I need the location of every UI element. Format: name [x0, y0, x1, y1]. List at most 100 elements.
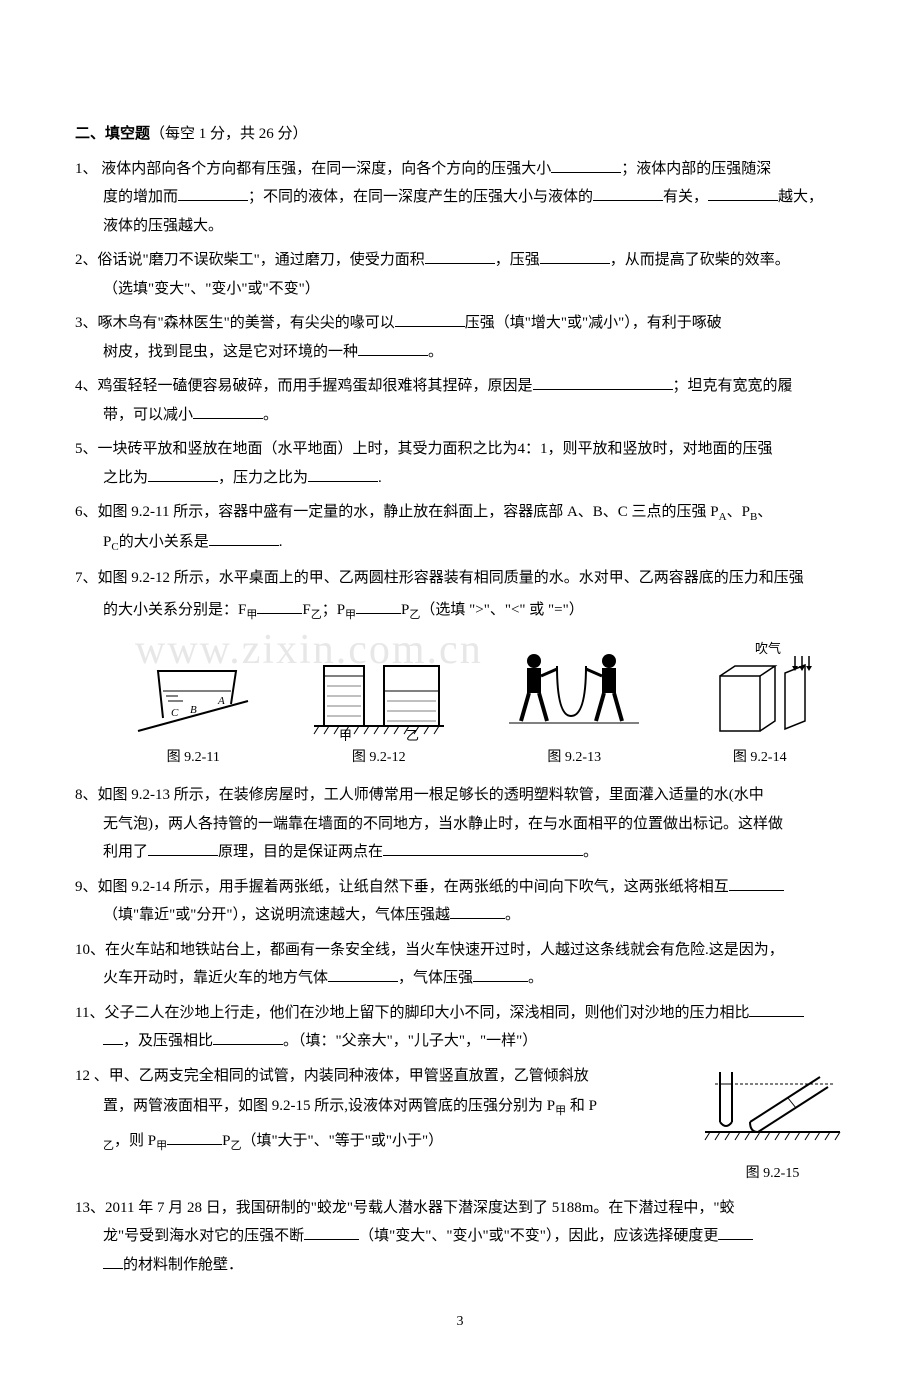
workers-tube-icon: [499, 641, 649, 741]
q4-num: 4、: [75, 378, 98, 394]
section-points: （每空 1 分，共 26 分）: [150, 126, 308, 142]
q1-t6: 越大，: [778, 189, 823, 205]
q3-t4: 。: [428, 344, 443, 360]
q6-t5: 的大小关系是: [119, 534, 209, 550]
q1-line3: 液体的压强越大。: [75, 212, 845, 241]
blow-paper-icon: 吹气: [700, 641, 820, 741]
question-2: 2、俗话说"磨刀不误砍柴工"，通过磨刀，使受力面积，压强，从而提高了砍柴的效率。…: [75, 246, 845, 303]
q4-t3: 带，可以减小: [103, 407, 193, 423]
blank: [729, 877, 784, 891]
fig-caption-14: 图 9.2-14: [733, 745, 787, 772]
question-8: 8、如图 9.2-13 所示，在装修房屋时，工人师傅常用一根足够长的透明塑料软管…: [75, 781, 845, 867]
q13-t1: 2011 年 7 月 28 日，我国研制的"蛟龙"号载人潜水器下潜深度达到了 5…: [105, 1200, 734, 1216]
q6-subA: A: [719, 511, 727, 523]
q8-line3: 利用了原理，目的是保证两点在。: [75, 838, 845, 867]
q5-num: 5、: [75, 441, 98, 457]
q12-sub4: 乙: [230, 1140, 241, 1152]
blow-label: 吹气: [755, 641, 781, 656]
fig-caption-11: 图 9.2-11: [167, 745, 220, 772]
blank: [213, 1031, 283, 1045]
blank: [257, 600, 302, 614]
blank: [103, 1031, 123, 1045]
blank: [749, 1003, 804, 1017]
q6-t1: 如图 9.2-11 所示，容器中盛有一定量的水，静止放在斜面上，容器底部 A、B…: [98, 504, 719, 520]
q4-line2: 带，可以减小。: [75, 401, 845, 430]
page-content: 二、填空题（每空 1 分，共 26 分） 1、 液体内部向各个方向都有压强，在同…: [75, 120, 845, 1336]
q1-num: 1、: [75, 161, 98, 177]
section-header: 二、填空题（每空 1 分，共 26 分）: [75, 120, 845, 149]
q7-sub3: 甲: [345, 609, 356, 621]
question-9: 9、如图 9.2-14 所示，用手握着两张纸，让纸自然下垂，在两张纸的中间向下吹…: [75, 873, 845, 930]
q4-t1: 鸡蛋轻轻一磕便容易破碎，而用手握鸡蛋却很难将其捏碎，原因是: [98, 378, 533, 394]
page-number: 3: [75, 1309, 845, 1336]
test-tubes-icon: [700, 1062, 845, 1147]
q8-t2: 无气泡)，两人各持管的一端靠在墙面的不同地方，当水静止时，在与水面相平的位置做出…: [103, 816, 783, 832]
blank: [718, 1226, 753, 1240]
figure-9-2-13: 图 9.2-13: [499, 641, 649, 772]
blank: [103, 1255, 123, 1269]
container-slope-icon: C B A: [128, 646, 258, 741]
q2-t4: （选填"变大"、"变小"或"不变"）: [103, 281, 320, 297]
blank: [708, 187, 778, 201]
q12-t6: （填"大于"、"等于"或"小于"）: [241, 1133, 443, 1149]
q13-t3: （填"变大"、"变小"或"不变"），因此，应该选择硬度更: [359, 1228, 718, 1244]
section-title: 二、填空题: [75, 126, 150, 142]
question-4: 4、鸡蛋轻轻一磕便容易破碎，而用手握鸡蛋却很难将其捏碎，原因是；坦克有宽宽的履 …: [75, 372, 845, 429]
q3-t1: 啄木鸟有"森林医生"的美誉，有尖尖的喙可以: [98, 315, 395, 331]
figure-9-2-15: 图 9.2-15: [700, 1062, 845, 1188]
q7-t2: 的大小关系分别是：F: [103, 602, 246, 618]
q12-t1: 甲、乙两支完全相同的试管，内装同种液体，甲管竖直放置，乙管倾斜放: [109, 1068, 589, 1084]
q12-sub3: 甲: [156, 1140, 167, 1152]
q11-t3: 。（填："父亲大"，"儿子大"，"一样"）: [283, 1033, 537, 1049]
q10-t4: 。: [528, 970, 543, 986]
q1-t2: ；液体内部的压强随深: [621, 161, 771, 177]
blank: [167, 1131, 222, 1145]
blank: [209, 532, 279, 546]
q3-line2: 树皮，找到昆虫，这是它对环境的一种。: [75, 338, 845, 367]
figure-9-2-11: C B A 图 9.2-11: [128, 646, 258, 772]
fig-caption-12: 图 9.2-12: [352, 745, 406, 772]
q9-t3: 。: [505, 907, 520, 923]
q10-t2: 火车开动时，靠近火车的地方气体: [103, 970, 328, 986]
q6-t2: 、P: [727, 504, 750, 520]
svg-text:乙: 乙: [406, 728, 419, 741]
q5-t4: .: [378, 470, 382, 486]
q8-line2: 无气泡)，两人各持管的一端靠在墙面的不同地方，当水静止时，在与水面相平的位置做出…: [75, 810, 845, 839]
q4-t2: ；坦克有宽宽的履: [673, 378, 793, 394]
blank: [304, 1226, 359, 1240]
blank: [473, 968, 528, 982]
blank: [148, 468, 218, 482]
q1-t5: 有关，: [663, 189, 708, 205]
q2-t3: ，从而提高了砍柴的效率。: [610, 252, 790, 268]
q3-t2: 压强（填"增大"或"减小"），有利于啄破: [465, 315, 722, 331]
q6-num: 6、: [75, 504, 98, 520]
q7-sub4: 乙: [409, 609, 420, 621]
question-5: 5、一块砖平放和竖放在地面（水平地面）上时，其受力面积之比为4：1，则平放和竖放…: [75, 435, 845, 492]
svg-text:C: C: [171, 707, 179, 719]
question-10: 10、在火车站和地铁站台上，都画有一条安全线，当火车快速开过时，人越过这条线就会…: [75, 936, 845, 993]
q1-t3: 度的增加而: [103, 189, 178, 205]
q3-num: 3、: [75, 315, 98, 331]
q5-t1: 一块砖平放和竖放在地面（水平地面）上时，其受力面积之比为4：1，则平放和竖放时，…: [98, 441, 773, 457]
figure-9-2-14: 吹气 图 9.2-14: [700, 641, 820, 772]
q12-t4: ，则 P: [114, 1133, 156, 1149]
q13-line2: 龙"号受到海水对它的压强不断（填"变大"、"变小"或"不变"），因此，应该选择硬…: [75, 1222, 845, 1251]
q9-line2: （填"靠近"或"分开"），这说明流速越大，气体压强越 。: [75, 901, 845, 930]
figure-9-2-12: 甲 乙 图 9.2-12: [309, 646, 449, 772]
q7-t1: 如图 9.2-12 所示，水平桌面上的甲、乙两圆柱形容器装有相同质量的水。水对甲…: [98, 570, 804, 586]
blank: [593, 187, 663, 201]
question-7: 7、如图 9.2-12 所示，水平桌面上的甲、乙两圆柱形容器装有相同质量的水。水…: [75, 564, 845, 629]
q7-sub1: 甲: [246, 609, 257, 621]
q1-t4: ；不同的液体，在同一深度产生的压强大小与液体的: [248, 189, 593, 205]
question-11: 11、父子二人在沙地上行走，他们在沙地上留下的脚印大小不同，深浅相同，则他们对沙…: [75, 999, 845, 1056]
q10-t3: ，气体压强: [398, 970, 473, 986]
q9-t2: （填"靠近"或"分开"），这说明流速越大，气体压强越: [103, 907, 450, 923]
q12-sub1: 甲: [555, 1105, 566, 1117]
q11-num: 11、: [75, 1005, 104, 1021]
q13-t4: 的材料制作舱壁．: [123, 1257, 243, 1273]
blank: [178, 187, 248, 201]
blank: [308, 468, 378, 482]
q11-line2: ，及压强相比。（填："父亲大"，"儿子大"，"一样"）: [75, 1027, 845, 1056]
fig-caption-13: 图 9.2-13: [547, 745, 601, 772]
blank: [356, 600, 401, 614]
